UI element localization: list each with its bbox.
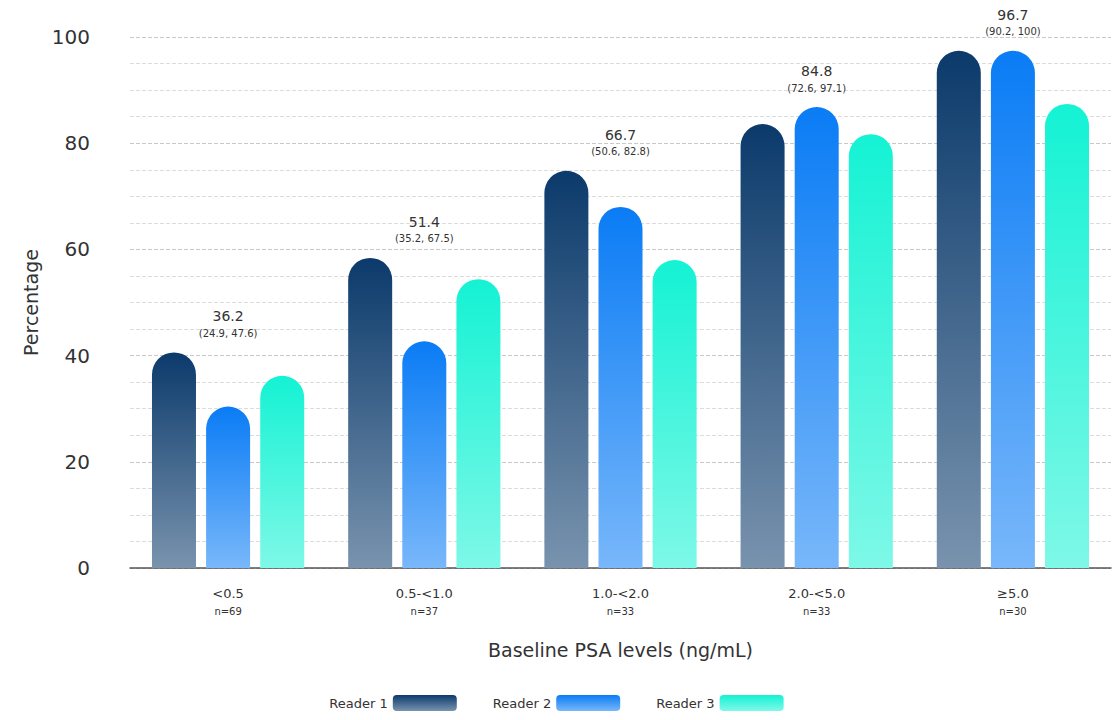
svg-text:Reader 2: Reader 2	[493, 696, 551, 711]
svg-text:(24.9, 47.6): (24.9, 47.6)	[199, 328, 258, 339]
svg-text:n=33: n=33	[803, 606, 830, 617]
svg-text:Reader 3: Reader 3	[656, 696, 714, 711]
svg-text:100: 100	[52, 25, 90, 49]
svg-text:(50.6, 82.8): (50.6, 82.8)	[591, 146, 650, 157]
svg-text:66.7: 66.7	[605, 127, 636, 143]
svg-text:36.2: 36.2	[213, 308, 244, 324]
svg-text:n=37: n=37	[411, 606, 438, 617]
svg-text:n=30: n=30	[999, 606, 1026, 617]
svg-text:<0.5: <0.5	[212, 586, 244, 601]
svg-text:Reader 1: Reader 1	[329, 696, 387, 711]
svg-text:60: 60	[65, 237, 90, 261]
svg-text:20: 20	[65, 450, 90, 474]
svg-text:84.8: 84.8	[801, 63, 832, 79]
svg-text:51.4: 51.4	[409, 214, 440, 230]
svg-text:2.0-<5.0: 2.0-<5.0	[788, 586, 845, 601]
svg-text:≥5.0: ≥5.0	[997, 586, 1029, 601]
svg-text:40: 40	[65, 344, 90, 368]
svg-text:0.5-<1.0: 0.5-<1.0	[396, 586, 453, 601]
svg-text:0: 0	[77, 556, 90, 580]
svg-text:1.0-<2.0: 1.0-<2.0	[592, 586, 649, 601]
svg-text:(72.6, 97.1): (72.6, 97.1)	[787, 83, 846, 94]
svg-text:n=33: n=33	[607, 606, 634, 617]
svg-text:(90.2, 100): (90.2, 100)	[985, 26, 1041, 37]
svg-text:Percentage: Percentage	[20, 249, 42, 356]
svg-text:Baseline PSA levels (ng/mL): Baseline PSA levels (ng/mL)	[488, 639, 753, 661]
svg-text:(35.2, 67.5): (35.2, 67.5)	[395, 233, 454, 244]
svg-text:80: 80	[65, 131, 90, 155]
svg-text:n=69: n=69	[214, 606, 241, 617]
svg-text:96.7: 96.7	[997, 7, 1028, 23]
